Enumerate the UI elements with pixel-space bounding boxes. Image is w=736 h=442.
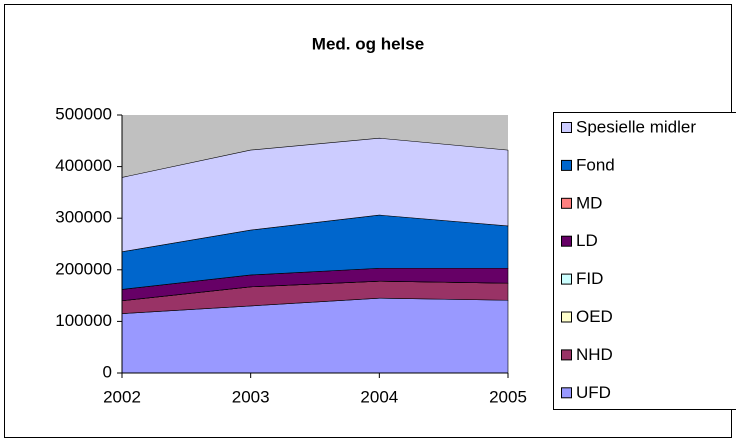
y-tick-label: 200000 <box>55 259 112 278</box>
legend-label: LD <box>576 231 598 250</box>
chart-title: Med. og helse <box>312 34 424 53</box>
x-tick-label: 2005 <box>489 387 527 406</box>
legend-box <box>553 112 736 410</box>
legend-label: OED <box>576 307 613 326</box>
legend-swatch <box>561 122 572 133</box>
area <box>121 137 509 253</box>
y-tick-label: 400000 <box>55 156 112 175</box>
legend-swatch <box>561 311 572 323</box>
legend-swatch <box>561 349 572 361</box>
legend-swatch <box>561 273 572 285</box>
x-tick-label: 2004 <box>360 387 398 406</box>
y-tick-label: 0 <box>103 362 112 381</box>
legend-swatch <box>561 387 572 399</box>
legend-label: FID <box>576 269 603 288</box>
y-tick-label: 300000 <box>55 208 112 227</box>
x-tick-label: 2003 <box>232 387 270 406</box>
legend-label: MD <box>576 193 602 212</box>
legend-swatch <box>561 235 572 247</box>
x-tick-label: 2002 <box>103 387 141 406</box>
legend-swatch <box>561 197 572 209</box>
y-tick-label: 100000 <box>55 311 112 330</box>
legend-label: Spesielle midler <box>576 117 696 136</box>
legend-label: NHD <box>576 345 613 364</box>
legend-swatch <box>561 159 572 171</box>
legend-label: UFD <box>576 383 611 402</box>
y-tick-label: 500000 <box>55 104 112 123</box>
legend-label: Fond <box>576 155 615 174</box>
